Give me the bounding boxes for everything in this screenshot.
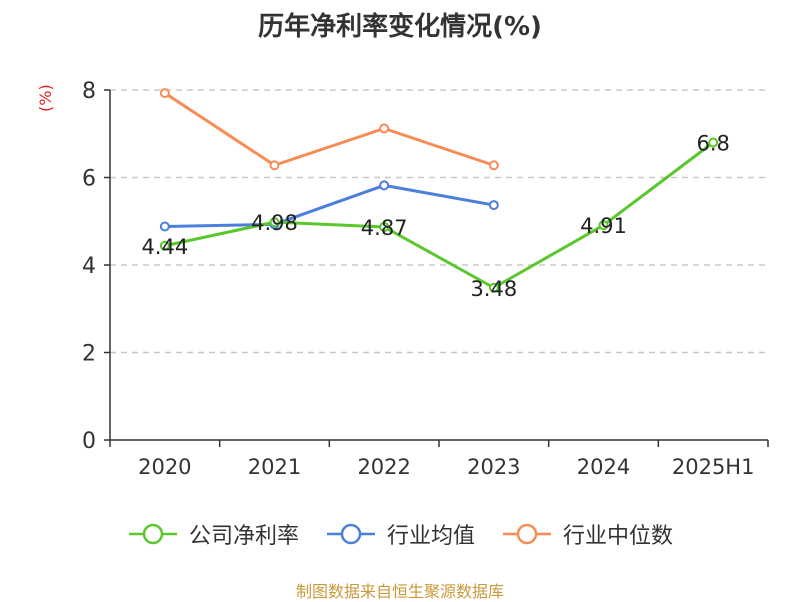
grid-lines bbox=[110, 89, 768, 354]
data-label: 6.8 bbox=[696, 132, 729, 156]
data-point-0 bbox=[598, 220, 609, 231]
data-point-0 bbox=[269, 217, 280, 228]
data-point-2 bbox=[379, 123, 390, 134]
data-label: 4.91 bbox=[580, 214, 627, 238]
data-point-0 bbox=[488, 282, 499, 293]
data-point-2 bbox=[488, 160, 499, 171]
data-point-0 bbox=[708, 137, 719, 148]
series-lines bbox=[159, 88, 719, 293]
x-tick-label: 2022 bbox=[357, 455, 410, 479]
data-point-1 bbox=[488, 200, 499, 211]
chart-title: 历年净利率变化情况(%) bbox=[258, 12, 542, 42]
legend-item[interactable]: 行业均值 bbox=[325, 518, 475, 550]
x-tick-label: 2021 bbox=[248, 455, 301, 479]
legend-marker-icon bbox=[326, 523, 375, 545]
y-tick-label: 0 bbox=[82, 429, 96, 454]
legend-label: 行业中位数 bbox=[563, 524, 674, 549]
data-point-0 bbox=[159, 240, 170, 251]
legend-label: 行业均值 bbox=[386, 524, 475, 549]
x-tick-label: 2023 bbox=[467, 455, 520, 479]
y-tick-label: 2 bbox=[82, 342, 96, 367]
source-note: 制图数据来自恒生聚源数据库 bbox=[295, 582, 504, 601]
legend-item[interactable]: 行业中位数 bbox=[501, 518, 673, 550]
data-label: 3.48 bbox=[470, 277, 517, 301]
x-tick-label: 2025H1 bbox=[672, 455, 755, 479]
y-tick-label: 8 bbox=[82, 79, 96, 104]
data-point-0 bbox=[379, 221, 390, 232]
axes: 0 2 4 6 8 2020 2021 2022 2023 2024 2025H1 bbox=[82, 79, 769, 479]
x-tick-label: 2024 bbox=[577, 455, 630, 479]
legend-item[interactable]: 公司净利率 bbox=[127, 518, 299, 550]
legend-label: 公司净利率 bbox=[188, 524, 299, 549]
data-point-1 bbox=[159, 221, 170, 232]
data-point-2 bbox=[269, 160, 280, 171]
data-labels: 4.44 4.98 4.87 3.48 4.91 6.8 bbox=[141, 132, 729, 301]
legend-marker-icon bbox=[128, 523, 177, 545]
y-tick-label: 4 bbox=[82, 254, 96, 279]
y-tick-label: 6 bbox=[82, 167, 96, 192]
data-label: 4.98 bbox=[251, 211, 298, 235]
x-tick-label: 2020 bbox=[138, 455, 191, 479]
data-point-1 bbox=[379, 180, 390, 191]
series-line-1 bbox=[164, 183, 495, 228]
series-line-0 bbox=[164, 141, 715, 290]
data-label: 4.44 bbox=[141, 235, 188, 259]
legend-marker-icon bbox=[503, 523, 551, 545]
data-point-2 bbox=[159, 88, 170, 99]
data-label: 4.87 bbox=[361, 216, 408, 240]
series-line-2 bbox=[164, 91, 495, 167]
legend: 公司净利率 行业均值 行业中位数 bbox=[0, 518, 800, 550]
